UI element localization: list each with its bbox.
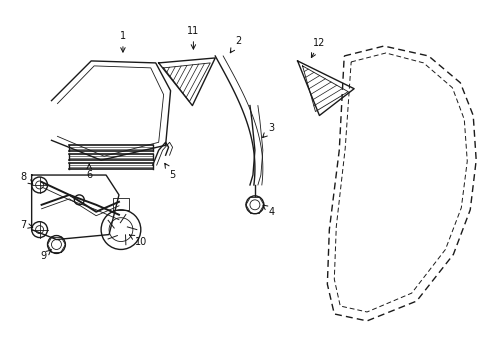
- Text: 10: 10: [129, 235, 146, 247]
- Text: 7: 7: [20, 220, 33, 230]
- Text: 4: 4: [263, 205, 274, 217]
- Text: 5: 5: [164, 163, 175, 180]
- Text: 11: 11: [187, 26, 199, 49]
- Text: 3: 3: [262, 123, 274, 138]
- Text: 6: 6: [86, 164, 92, 180]
- Text: 12: 12: [311, 38, 325, 58]
- Text: 1: 1: [120, 31, 126, 52]
- Text: 9: 9: [41, 249, 51, 261]
- Text: 8: 8: [20, 172, 33, 184]
- Text: 2: 2: [230, 36, 241, 53]
